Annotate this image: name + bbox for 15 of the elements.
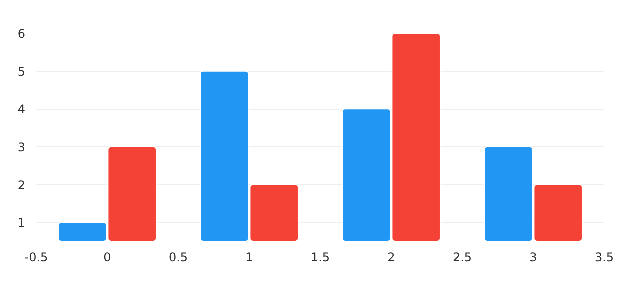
x-tick-label: 2.5 <box>452 250 472 264</box>
y-tick-label: 3 <box>18 140 26 154</box>
x-tick-label: 3 <box>530 250 538 264</box>
x-tick-label: 3.5 <box>594 250 614 264</box>
x-tick-label: -0.5 <box>24 250 48 264</box>
x-tick-label: 0.5 <box>168 250 188 264</box>
x-tick-label: 1.5 <box>310 250 330 264</box>
y-tick-label: 1 <box>18 216 26 230</box>
x-tick-label: 0 <box>104 250 112 264</box>
y-tick-label: 6 <box>18 27 26 41</box>
x-tick-label: 1 <box>246 250 254 264</box>
x-tick-label: 2 <box>388 250 396 264</box>
y-tick-label: 5 <box>18 64 26 79</box>
y-tick-label: 2 <box>18 178 26 192</box>
y-tick-label: 4 <box>18 102 26 117</box>
